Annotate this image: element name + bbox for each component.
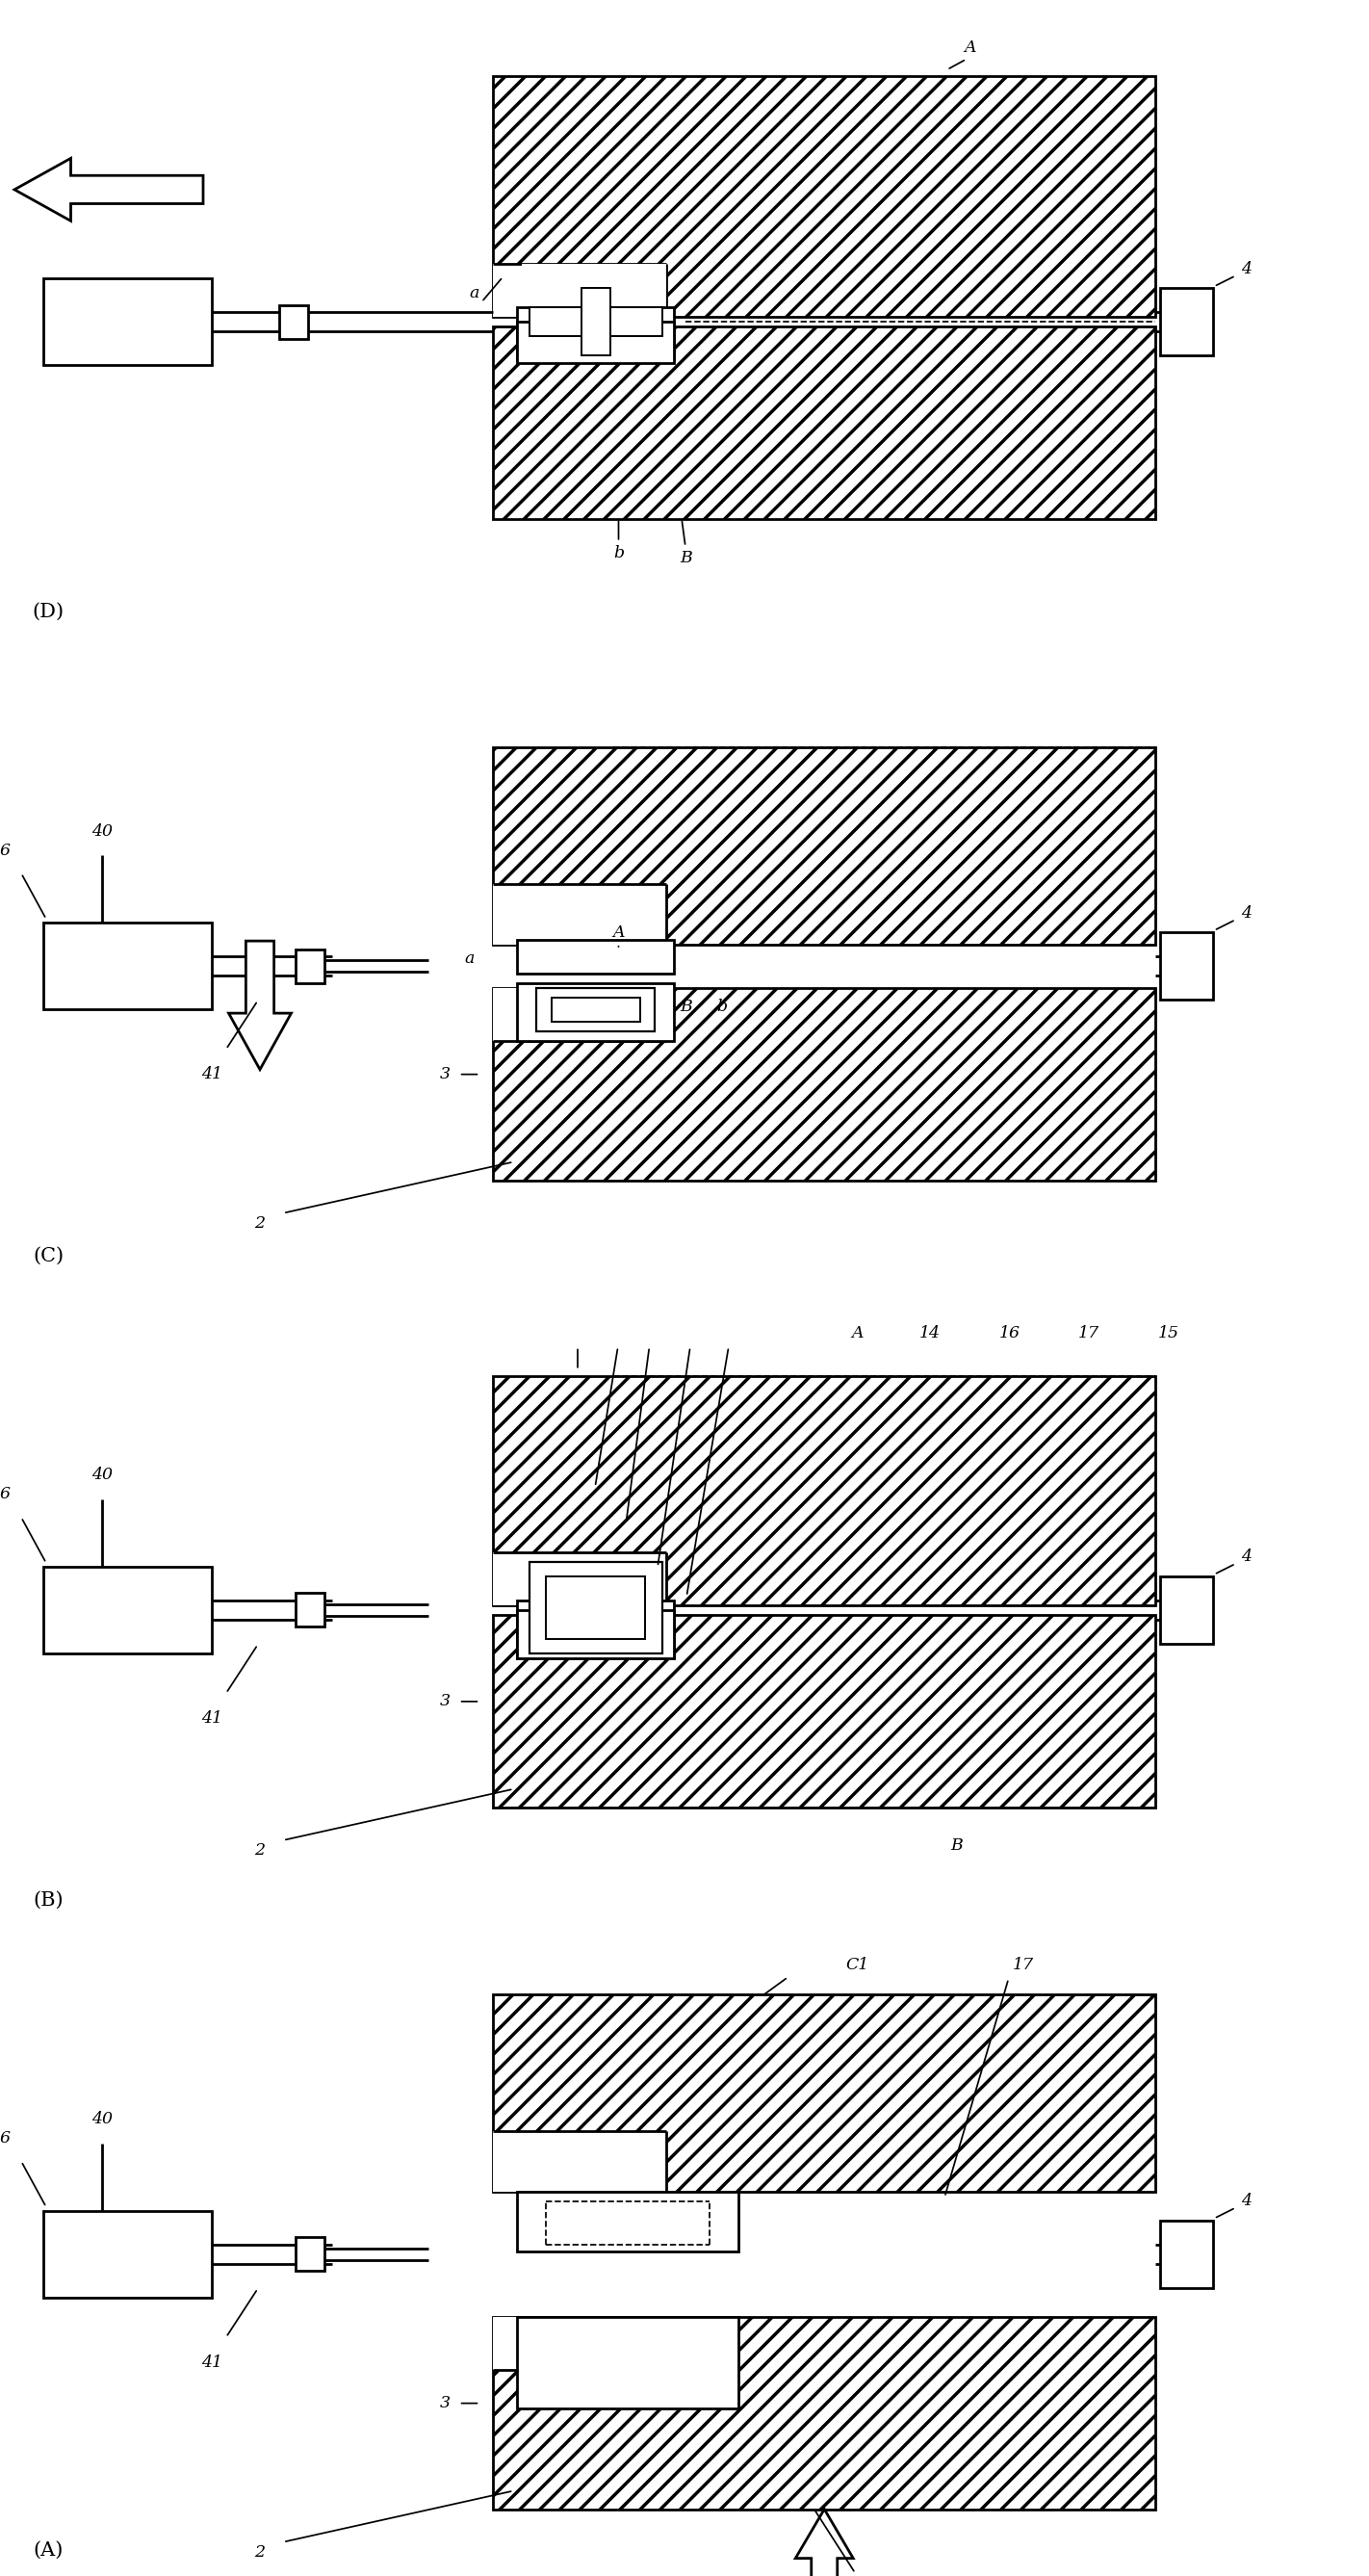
Bar — [279, 304, 308, 340]
Bar — [1160, 2221, 1213, 2287]
Text: 16: 16 — [999, 1324, 1020, 1342]
Text: b: b — [613, 546, 624, 562]
Text: 2: 2 — [255, 1216, 266, 1231]
Polygon shape — [15, 157, 203, 222]
Text: C1: C1 — [846, 1958, 869, 1973]
Bar — [493, 327, 1155, 520]
Polygon shape — [795, 2509, 853, 2576]
Text: 4: 4 — [1242, 904, 1251, 922]
Text: B: B — [950, 1837, 962, 1855]
Text: a: a — [470, 286, 479, 301]
Polygon shape — [229, 940, 292, 1069]
Text: 3: 3 — [439, 1692, 450, 1710]
Text: (B): (B) — [33, 1891, 63, 1909]
Text: B: B — [679, 999, 691, 1015]
Bar — [517, 2316, 739, 2409]
Bar — [493, 2130, 667, 2192]
Bar — [493, 1553, 667, 1605]
Bar — [517, 322, 674, 363]
Text: 46: 46 — [0, 2130, 11, 2146]
Bar — [1160, 1577, 1213, 1643]
Bar — [493, 265, 667, 317]
Bar — [493, 77, 1155, 317]
Text: 15: 15 — [1158, 1324, 1179, 1342]
Bar — [493, 2316, 667, 2370]
Text: (C): (C) — [33, 1247, 63, 1265]
Text: A: A — [612, 925, 624, 940]
Bar — [44, 278, 212, 366]
Bar — [493, 1615, 1155, 1808]
Bar — [537, 987, 654, 1030]
Text: 14: 14 — [920, 1324, 941, 1342]
Bar — [517, 940, 674, 974]
Bar — [296, 1592, 324, 1628]
Bar — [493, 884, 667, 945]
Bar — [580, 289, 611, 355]
Text: 4: 4 — [1242, 1548, 1251, 1566]
Bar — [493, 747, 1155, 945]
Bar — [44, 922, 212, 1010]
Bar — [493, 1376, 1155, 1605]
Text: (D): (D) — [33, 603, 64, 621]
Bar — [546, 1577, 645, 1638]
Text: 41: 41 — [201, 1710, 222, 1726]
Bar — [517, 2192, 739, 2251]
Bar — [1160, 289, 1213, 355]
Bar — [517, 1600, 674, 1659]
Text: 17: 17 — [1012, 1958, 1034, 1973]
Bar — [530, 1561, 661, 1654]
Bar — [493, 987, 667, 1041]
Text: 2: 2 — [255, 1842, 266, 1860]
Text: 40: 40 — [92, 2110, 112, 2128]
Text: 4: 4 — [1242, 2192, 1251, 2210]
Bar — [517, 984, 674, 1041]
Bar — [493, 1994, 1155, 2192]
Text: 40: 40 — [92, 1466, 112, 1484]
Text: a: a — [464, 951, 474, 966]
Bar — [296, 2236, 324, 2272]
Bar — [296, 948, 324, 984]
Bar — [493, 2316, 1155, 2509]
Bar — [522, 265, 667, 317]
Text: A: A — [964, 39, 976, 57]
Bar — [44, 2210, 212, 2298]
Text: (A): (A) — [33, 2540, 63, 2561]
Bar — [44, 1566, 212, 1654]
Text: 40: 40 — [92, 822, 112, 840]
Text: B: B — [679, 549, 691, 567]
Text: 3: 3 — [439, 1066, 450, 1082]
Text: 3: 3 — [439, 2396, 450, 2411]
Text: 46: 46 — [0, 1486, 11, 1502]
Bar — [550, 997, 639, 1020]
Bar — [517, 1610, 674, 1659]
Text: 41: 41 — [201, 1066, 222, 1082]
Bar — [530, 307, 661, 337]
Bar — [493, 987, 1155, 1180]
Text: 46: 46 — [0, 842, 11, 858]
Bar — [517, 307, 674, 361]
Text: 4: 4 — [1242, 260, 1251, 278]
Text: 17: 17 — [1079, 1324, 1099, 1342]
Text: b: b — [716, 999, 727, 1015]
Text: 2: 2 — [255, 2545, 266, 2561]
Text: 41: 41 — [201, 2354, 222, 2370]
Bar — [1160, 933, 1213, 999]
Text: A: A — [852, 1324, 862, 1342]
